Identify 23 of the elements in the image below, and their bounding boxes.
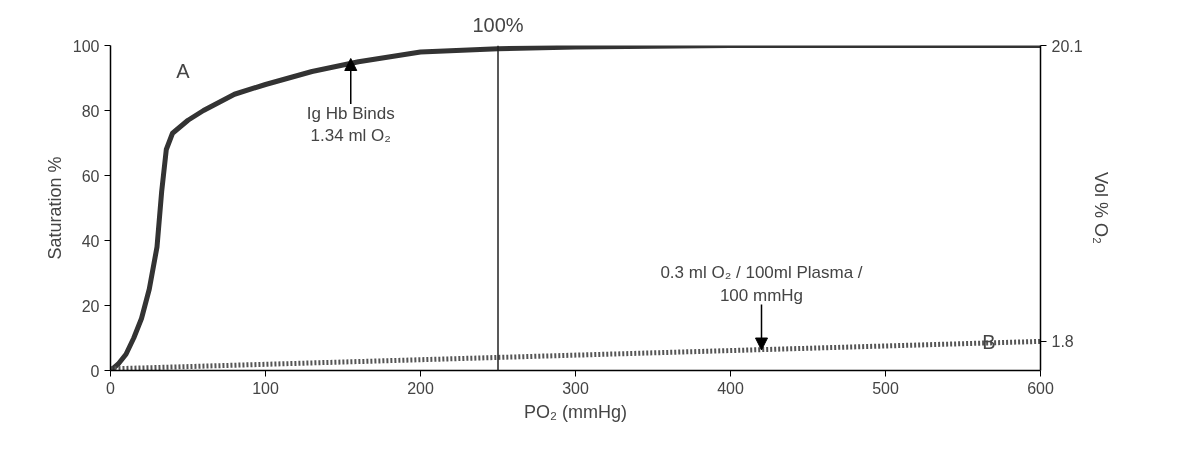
annotation: 100% xyxy=(472,13,524,36)
x-tick-label: 300 xyxy=(562,379,589,397)
x-tick-label: 500 xyxy=(872,379,899,397)
x-tick-label: 600 xyxy=(1027,379,1054,397)
x-tick-label: 0 xyxy=(106,379,116,397)
x-axis-title: PO₂ (mmHg) xyxy=(524,401,627,422)
y-tick-label: 20 xyxy=(81,297,100,315)
y-tick-label: 40 xyxy=(81,232,100,250)
x-tick-label: 100 xyxy=(252,379,279,397)
x-tick-label: 400 xyxy=(717,379,744,397)
x-tick-label: 200 xyxy=(407,379,434,397)
y2-tick-label: 1.8 xyxy=(1051,333,1074,351)
y-axis-title: Saturation % xyxy=(44,156,65,260)
annotation: 0.3 ml O₂ / 100ml Plasma / 100 mmHg xyxy=(660,263,863,306)
y-tick-label: 0 xyxy=(90,362,100,380)
series-label: A xyxy=(176,60,191,83)
y-tick-label: 80 xyxy=(81,102,100,120)
y2-tick-label: 20.1 xyxy=(1051,37,1083,55)
series-label: B xyxy=(982,330,996,353)
y2-axis-title: Vol % O₂ xyxy=(1090,171,1111,245)
annotation: Ig Hb Binds 1.34 ml O₂ xyxy=(306,103,395,146)
y-tick-label: 60 xyxy=(81,167,100,185)
y-tick-label: 100 xyxy=(72,37,100,55)
